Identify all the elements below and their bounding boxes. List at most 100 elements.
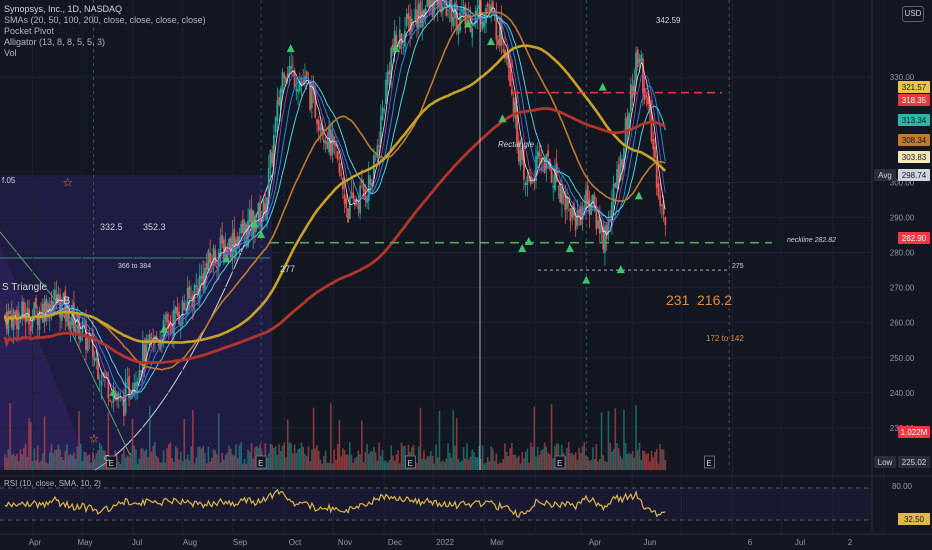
volume-bar [376, 460, 379, 470]
volume-bar [633, 457, 636, 470]
rsi-line [4, 488, 666, 518]
earnings-marker-label: E [258, 459, 263, 468]
volume-bar [654, 451, 656, 470]
volume-bar [597, 461, 599, 470]
pattern-3-label: 3 [55, 298, 59, 305]
candle-body [241, 219, 244, 234]
candle-body [323, 139, 325, 143]
volume-bar [531, 446, 534, 470]
candle-body [310, 83, 313, 109]
volume-bar [36, 445, 39, 470]
volume-bar [357, 450, 360, 470]
volume-bar [381, 449, 384, 470]
indicator-volume[interactable]: Vol [4, 48, 17, 58]
symbol-title[interactable]: Synopsys, Inc., 1D, NASDAQ [4, 4, 123, 14]
indicator-alligator[interactable]: Alligator (13, 8, 8, 5, 5, 3) [4, 37, 106, 47]
volume-bar [580, 453, 582, 470]
earnings-marker [704, 455, 715, 469]
candle-body [554, 167, 556, 191]
candle-body [167, 320, 170, 330]
candle-body [29, 326, 32, 332]
candle-body [514, 101, 517, 119]
volume-bar [24, 443, 27, 470]
candle-body [91, 331, 94, 358]
candle-body [131, 391, 134, 395]
pocket-pivot-marker [634, 191, 643, 200]
candle-body [598, 217, 601, 234]
rsi-label[interactable]: RSI (10, close, SMA, 10, 2) [4, 479, 101, 488]
volume-bar [276, 455, 279, 470]
indicator-pocket-pivot[interactable]: Pocket Pivot [4, 26, 55, 36]
volume-bar [581, 446, 584, 470]
volume-bar [250, 443, 253, 470]
candle-body [659, 195, 662, 206]
sma-50-line [4, 4, 666, 393]
volume-bar [500, 462, 503, 470]
candle-body [610, 202, 613, 221]
volume-bar [48, 452, 51, 470]
candle-body [198, 275, 201, 300]
volume-bar [319, 459, 322, 470]
candle-body [123, 395, 125, 417]
candle-body [236, 236, 239, 249]
volume-bar [236, 458, 239, 470]
volume-bar [397, 450, 399, 470]
indicator-sma[interactable]: SMAs (20, 50, 100, 200, close, close, cl… [4, 15, 206, 25]
candle-body [214, 250, 217, 263]
candle-body [569, 208, 572, 222]
candle-body [393, 31, 396, 55]
candle-body [369, 179, 372, 185]
candle-body [159, 340, 162, 350]
axis-tag [874, 169, 896, 181]
candle-body [490, 4, 493, 12]
candle-body [586, 185, 589, 204]
candle-body [31, 317, 34, 328]
candle-body [150, 337, 153, 338]
volume-bar [467, 459, 470, 470]
volume-bar [352, 462, 355, 470]
volume-bar [450, 457, 453, 470]
volume-bar [364, 451, 367, 470]
volume-bar [155, 456, 158, 470]
volume-bar [83, 451, 86, 470]
candle-body [109, 399, 112, 401]
volume-bar [517, 455, 520, 470]
volume-bar [223, 459, 225, 470]
candle-body [14, 312, 17, 315]
volume-bar [388, 460, 391, 470]
candle-body [476, 7, 479, 16]
volume-bar [31, 461, 34, 470]
volume-bar [609, 442, 611, 470]
candle-body [116, 393, 118, 401]
candle-body [579, 208, 582, 225]
volume-bar [457, 458, 460, 470]
rsi-badge-label: 32.50 [904, 515, 925, 524]
candle-body [57, 293, 60, 299]
volume-bar [300, 442, 303, 470]
volume-bar [81, 461, 84, 470]
sma-200-line [3, 107, 666, 365]
volume-bar [167, 444, 170, 470]
volume-bar [430, 451, 432, 470]
candle-body [297, 89, 299, 92]
candle-body [486, 3, 489, 7]
volume-bar [366, 444, 368, 470]
volume-bar [135, 449, 137, 470]
candle-body [290, 65, 293, 69]
volume-bar [128, 456, 130, 470]
volume-bar [505, 451, 508, 470]
volume-bar [9, 403, 11, 470]
volume-bar [567, 442, 570, 470]
volume-bar [585, 455, 587, 470]
volume-bar [28, 418, 30, 470]
volume-bar [43, 416, 46, 470]
volume-bar [583, 442, 586, 470]
candle-body [531, 178, 534, 181]
volume-bars [4, 403, 667, 470]
candle-body [157, 343, 160, 346]
candle-body [107, 378, 110, 399]
volume-bar [417, 446, 420, 470]
candle-body [173, 309, 175, 336]
currency-button[interactable]: USD [902, 6, 924, 22]
